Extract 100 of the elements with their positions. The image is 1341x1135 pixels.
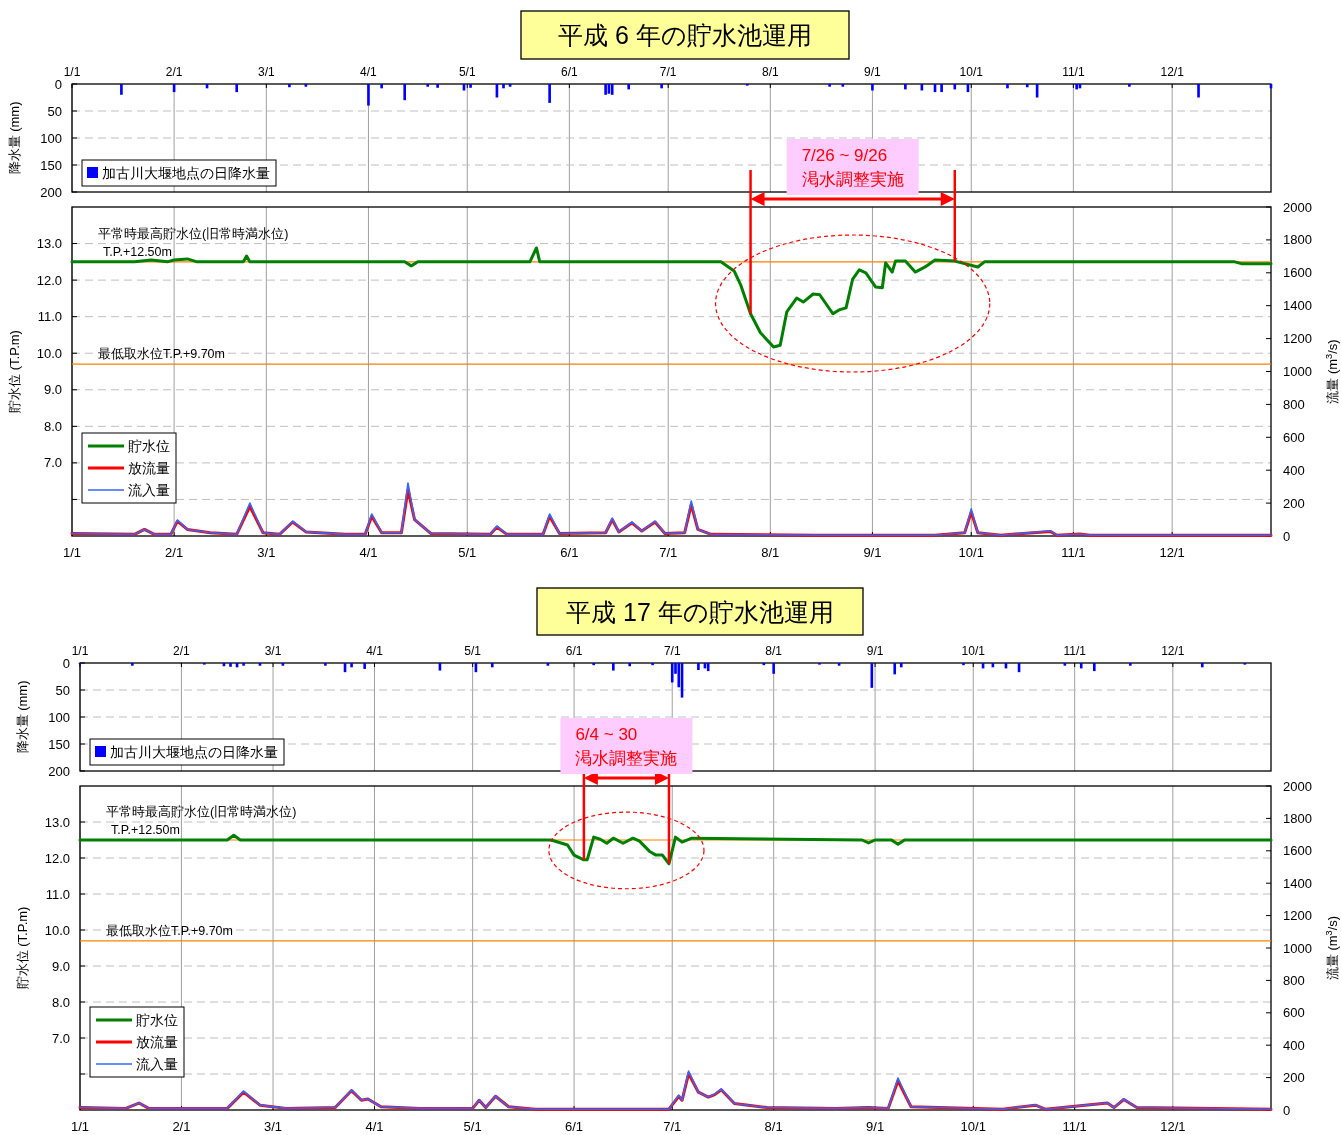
y2-tick-label: 1000 (1283, 940, 1312, 956)
annotation: 7/26 ~ 9/26 渇水調整実施 (801, 146, 904, 189)
y-tick-label: 10.0 (44, 922, 70, 938)
y-tick-label: 50 (55, 682, 70, 698)
x-tick-label: 5/1 (464, 644, 482, 658)
y-tick-label: 150 (40, 157, 62, 173)
y-tick-label: 7.0 (51, 1030, 70, 1046)
x-tick-label: 10/1 (959, 65, 984, 79)
x-tick-label: 1/1 (63, 65, 81, 79)
x-tick-label: 8/1 (764, 1119, 783, 1134)
y-tick-label: 200 (48, 763, 70, 779)
y-axis-title: 貯水位 (T.P.m) (7, 330, 22, 413)
y2-tick-label: 1200 (1283, 908, 1312, 924)
x-tick-label: 11/1 (1063, 644, 1087, 658)
y-tick-label: 100 (40, 130, 62, 146)
legend-label: 放流量 (136, 1034, 178, 1050)
x-tick-label: 5/1 (458, 65, 476, 79)
legend-label: 貯水位 (128, 438, 170, 454)
y-axis-title: 降水量 (mm) (15, 680, 30, 754)
x-tick-label: 7/1 (663, 644, 681, 658)
x-tick-label: 9/1 (866, 644, 884, 658)
x-tick-label: 5/1 (458, 545, 477, 560)
y-tick-label: 13.0 (44, 814, 70, 830)
x-tick-label: 3/1 (258, 65, 276, 79)
x-tick-label: 2/1 (165, 65, 183, 79)
y-tick-label: 100 (48, 709, 70, 725)
x-tick-label: 12/1 (1160, 1119, 1186, 1134)
x-tick-label: 11/1 (1061, 545, 1086, 560)
x-tick-label: 7/1 (663, 1119, 682, 1134)
y-tick-label: 200 (40, 184, 62, 200)
x-tick-label: 10/1 (960, 1119, 986, 1134)
legend-label: 貯水位 (136, 1012, 178, 1028)
y2-tick-label: 1800 (1283, 810, 1312, 826)
y2-tick-label: 0 (1283, 1102, 1291, 1118)
x-tick-label: 12/1 (1160, 65, 1185, 79)
x-tick-label: 12/1 (1159, 545, 1185, 560)
chart-title: 平成 6 年の貯水池運用 (558, 21, 812, 49)
y2-tick-label: 600 (1283, 1005, 1305, 1021)
y-tick-label: 9.0 (43, 382, 62, 398)
y2-tick-label: 600 (1283, 429, 1305, 445)
legend-label: 加古川大堰地点の日降水量 (110, 744, 278, 760)
y-tick-label: 8.0 (43, 418, 62, 434)
y2-tick-label: 1800 (1283, 232, 1312, 248)
x-tick-label: 11/1 (1062, 65, 1085, 79)
x-tick-label: 12/1 (1161, 644, 1185, 658)
x-tick-label: 2/1 (172, 1119, 191, 1134)
y2-tick-label: 400 (1283, 1037, 1305, 1053)
x-tick-label: 6/1 (560, 545, 579, 560)
y2-tick-label: 1400 (1283, 298, 1312, 314)
y-tick-label: 12.0 (36, 272, 62, 288)
x-tick-label: 5/1 (463, 1119, 482, 1134)
y-tick-label: 11.0 (45, 886, 70, 902)
y-tick-label: 0 (54, 76, 62, 92)
ref-line-label: 最低取水位T.P.+9.70m (98, 347, 225, 362)
x-tick-label: 4/1 (360, 65, 378, 79)
y2-tick-label: 400 (1283, 462, 1305, 478)
x-tick-label: 8/1 (761, 65, 779, 79)
x-tick-label: 11/1 (1062, 1119, 1087, 1134)
legend-label: 加古川大堰地点の日降水量 (102, 165, 270, 181)
x-tick-label: 8/1 (761, 545, 780, 560)
y2-tick-label: 1400 (1283, 875, 1312, 891)
y2-tick-label: 1200 (1283, 331, 1312, 347)
x-tick-label: 7/1 (659, 65, 677, 79)
y2-tick-label: 800 (1283, 396, 1305, 412)
y-tick-label: 12.0 (44, 850, 70, 866)
x-tick-label: 4/1 (365, 1119, 384, 1134)
x-tick-label: 6/1 (565, 644, 583, 658)
x-tick-label: 10/1 (958, 545, 984, 560)
x-tick-label: 4/1 (366, 644, 384, 658)
y2-tick-label: 1000 (1283, 364, 1312, 379)
y2-tick-label: 1600 (1283, 843, 1312, 859)
x-tick-label: 2/1 (165, 545, 184, 560)
y-tick-label: 150 (48, 736, 70, 752)
ref-line-label: 平常時最高貯水位(旧常時満水位) T.P.+12.50m (98, 225, 289, 259)
x-tick-label: 7/1 (659, 545, 678, 560)
y2-tick-label: 800 (1283, 972, 1305, 988)
legend-label: 放流量 (128, 460, 170, 476)
x-tick-label: 4/1 (359, 545, 378, 560)
y2-tick-label: 200 (1283, 495, 1305, 511)
y2-tick-label: 2000 (1283, 778, 1312, 794)
x-tick-label: 3/1 (264, 644, 282, 658)
x-tick-label: 3/1 (257, 545, 276, 560)
x-tick-label: 1/1 (62, 545, 82, 560)
x-tick-label: 1/1 (70, 1119, 90, 1134)
y2-tick-label: 0 (1283, 528, 1291, 544)
y-tick-label: 9.0 (51, 958, 70, 974)
y-tick-label: 8.0 (51, 994, 70, 1010)
x-tick-label: 6/1 (561, 65, 579, 79)
x-tick-label: 2/1 (173, 644, 191, 658)
annotation: 6/4 ~ 30 渇水調整実施 (575, 725, 678, 768)
legend-label: 流入量 (136, 1056, 178, 1072)
y-axis-title: 貯水位 (T.P.m) (15, 906, 30, 990)
y2-tick-label: 200 (1283, 1070, 1305, 1086)
y2-tick-label: 2000 (1283, 199, 1312, 215)
y-tick-label: 10.0 (36, 345, 62, 361)
x-tick-label: 9/1 (864, 65, 882, 79)
chart-title: 平成 17 年の貯水池運用 (566, 597, 834, 626)
x-tick-label: 10/1 (961, 644, 986, 658)
legend-label: 流入量 (128, 482, 170, 498)
y-tick-label: 7.0 (43, 455, 62, 471)
